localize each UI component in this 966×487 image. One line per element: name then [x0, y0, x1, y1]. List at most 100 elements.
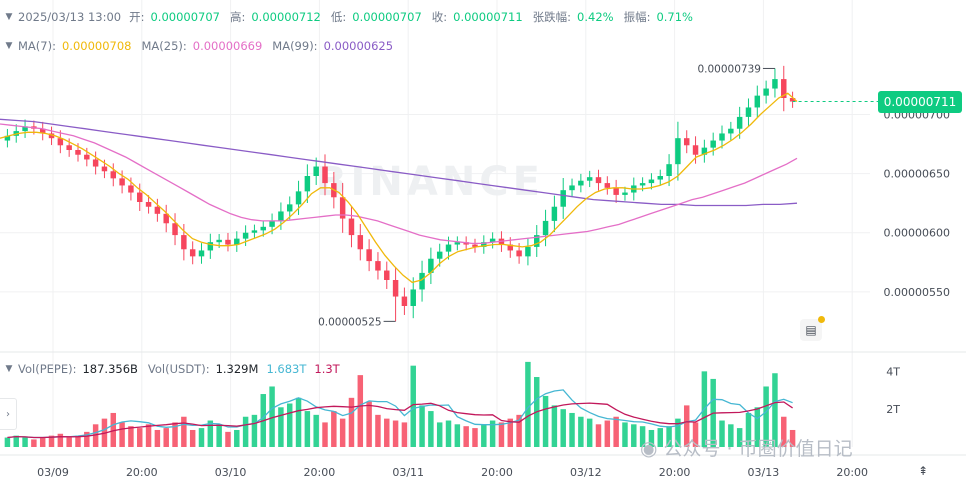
high-annotation-label: 0.00000739: [697, 63, 760, 75]
volume-bar-down: [39, 437, 46, 447]
candle-down: [357, 235, 364, 250]
volume-bar-up: [481, 424, 487, 447]
ohlc-info-bar: ▼ 2025/03/13 13:00 开: 0.00000707 高: 0.00…: [0, 7, 703, 27]
candle-down: [189, 249, 196, 257]
candle-down: [375, 261, 381, 271]
time-tick-label: 20:00: [481, 466, 513, 479]
candle-up: [207, 242, 214, 251]
candle-up: [242, 232, 249, 239]
volume-bar-up: [286, 403, 293, 447]
candle-up: [569, 185, 575, 191]
volume-bar-up: [436, 422, 443, 447]
volume-bar-up: [525, 361, 531, 447]
candle-down: [225, 239, 231, 245]
candle-down: [39, 128, 46, 134]
candle-down: [781, 79, 787, 98]
volume-bar-down: [84, 431, 90, 447]
candle-down: [48, 133, 55, 139]
collapse-caret-icon[interactable]: ▼: [5, 12, 13, 22]
volume-bar-down: [154, 429, 161, 447]
volume-bar-up: [313, 414, 319, 447]
volume-bar-down: [348, 397, 355, 447]
price-tick-label: 0.00000600: [884, 227, 950, 240]
volume-bar-up: [234, 429, 240, 447]
candle-up: [269, 220, 275, 227]
amplitude-value: 0.71%: [656, 10, 693, 24]
volume-bar-up: [269, 386, 275, 447]
volume-bar-down: [225, 431, 231, 447]
volume-tick-label: 4T: [886, 365, 900, 378]
candle-up: [428, 258, 434, 273]
candle-down: [348, 218, 355, 236]
volume-bar-down: [92, 424, 99, 447]
candle-up: [295, 191, 302, 205]
low-annotation-label: 0.00000525: [318, 316, 381, 328]
volume-bar-up: [745, 412, 752, 447]
volume-bar-up: [639, 426, 646, 447]
notification-dot: [818, 316, 825, 323]
candle-down: [66, 145, 72, 150]
volume-bar-down: [163, 428, 169, 447]
time-tick-label: 20:00: [126, 466, 158, 479]
volume-bar-up: [198, 428, 205, 447]
candle-up: [657, 176, 663, 180]
reset-scale-icon[interactable]: ⇞: [917, 464, 929, 478]
candle-up: [763, 88, 769, 96]
candle-down: [604, 183, 611, 188]
candle-down: [613, 187, 619, 195]
candles-group: [4, 65, 796, 322]
candle-up: [719, 133, 725, 141]
volume-bar-up: [445, 420, 452, 447]
volume-bar-down: [145, 424, 152, 447]
time-tick-label: 20:00: [836, 466, 868, 479]
vol-collapse-caret-icon[interactable]: ▼: [5, 364, 13, 374]
candle-down: [110, 171, 117, 179]
ma7-value: 0.00000708: [61, 39, 132, 53]
volume-tick-label: 2T: [886, 403, 900, 416]
ma-collapse-caret-icon[interactable]: ▼: [5, 41, 13, 51]
candle-down: [789, 98, 796, 102]
candle-up: [286, 204, 293, 212]
candle-up: [745, 107, 752, 117]
volume-bar-up: [675, 418, 681, 447]
volume-bar-up: [304, 411, 311, 447]
volume-bar-down: [366, 401, 372, 447]
candle-up: [728, 128, 734, 134]
volume-bar-up: [410, 365, 416, 447]
candle-up: [736, 116, 743, 129]
volume-ma1-line: [7, 389, 793, 439]
candle-down: [692, 145, 699, 155]
volume-bar-up: [719, 420, 725, 447]
candle-down: [172, 223, 178, 236]
chart-settings-button[interactable]: ▤: [800, 319, 822, 341]
ma25-label: MA(25):: [141, 39, 187, 53]
candle-up: [304, 176, 311, 192]
open-value: 0.00000707: [150, 10, 220, 24]
candle-up: [551, 206, 558, 221]
volume-bar-up: [586, 418, 593, 447]
ma7-line: [0, 92, 798, 284]
volume-bar-up: [251, 414, 258, 447]
volume-bar-down: [392, 420, 399, 447]
volume-bar-up: [657, 428, 663, 447]
volume-bar-up: [754, 407, 761, 447]
candle-down: [119, 178, 125, 186]
expand-panel-button[interactable]: ›: [0, 398, 17, 430]
volume-bar-up: [772, 373, 778, 447]
candle-up: [4, 135, 11, 141]
volume-bar-down: [604, 420, 611, 447]
close-label: 收:: [431, 10, 448, 24]
volume-bar-down: [384, 418, 390, 447]
vol-pepe-value: 187.356B: [82, 362, 138, 376]
volume-bar-down: [137, 428, 143, 447]
volume-ma2-line: [7, 401, 793, 439]
volume-bar-down: [789, 429, 796, 447]
volume-bar-up: [489, 420, 496, 447]
volume-bar-down: [516, 414, 522, 447]
candle-up: [560, 190, 566, 207]
volume-bar-down: [189, 429, 196, 447]
volume-bar-down: [498, 422, 505, 447]
volume-bar-up: [13, 435, 19, 447]
candle-down: [516, 250, 522, 257]
